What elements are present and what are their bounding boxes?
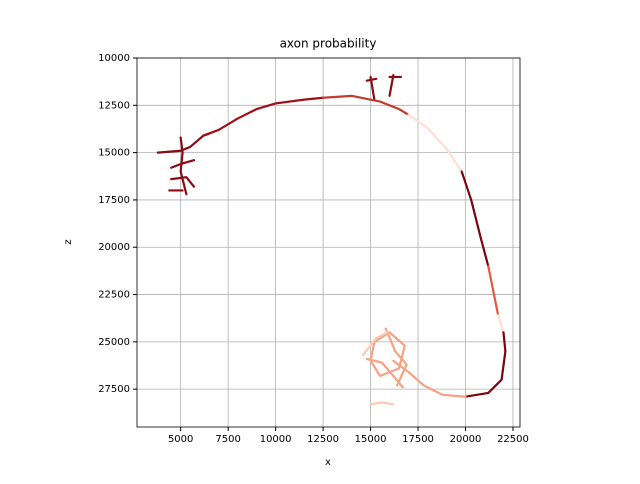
y-tick-label: 22500	[98, 290, 130, 301]
chart-title: axon probability	[280, 37, 377, 51]
x-tick-label: 17500	[402, 434, 434, 445]
y-tick-label: 17500	[98, 195, 130, 206]
y-axis-label: z	[63, 239, 74, 244]
neurite	[487, 265, 499, 315]
x-tick-label: 12500	[307, 434, 339, 445]
y-tick-label: 12500	[98, 100, 130, 111]
neurite	[361, 331, 395, 406]
y-tick-label: 10000	[98, 53, 130, 64]
neurite	[365, 327, 467, 398]
neurite	[156, 73, 403, 196]
x-tick-label: 20000	[450, 434, 482, 445]
x-tick-label: 22500	[497, 434, 529, 445]
x-tick-label: 15000	[355, 434, 387, 445]
y-tick-label: 15000	[98, 148, 130, 159]
neurite	[202, 96, 325, 137]
neurite	[321, 94, 410, 116]
x-axis-label: x	[325, 457, 331, 468]
y-tick-label: 20000	[98, 242, 130, 253]
plot-frame	[136, 57, 521, 428]
x-tick-label: 7500	[215, 434, 240, 445]
neurite	[460, 170, 507, 398]
y-tick-label: 27500	[98, 384, 130, 395]
x-tick-label: 5000	[168, 434, 193, 445]
neurite	[407, 113, 505, 334]
y-tick-label: 25000	[98, 337, 130, 348]
x-tick-label: 10000	[260, 434, 292, 445]
